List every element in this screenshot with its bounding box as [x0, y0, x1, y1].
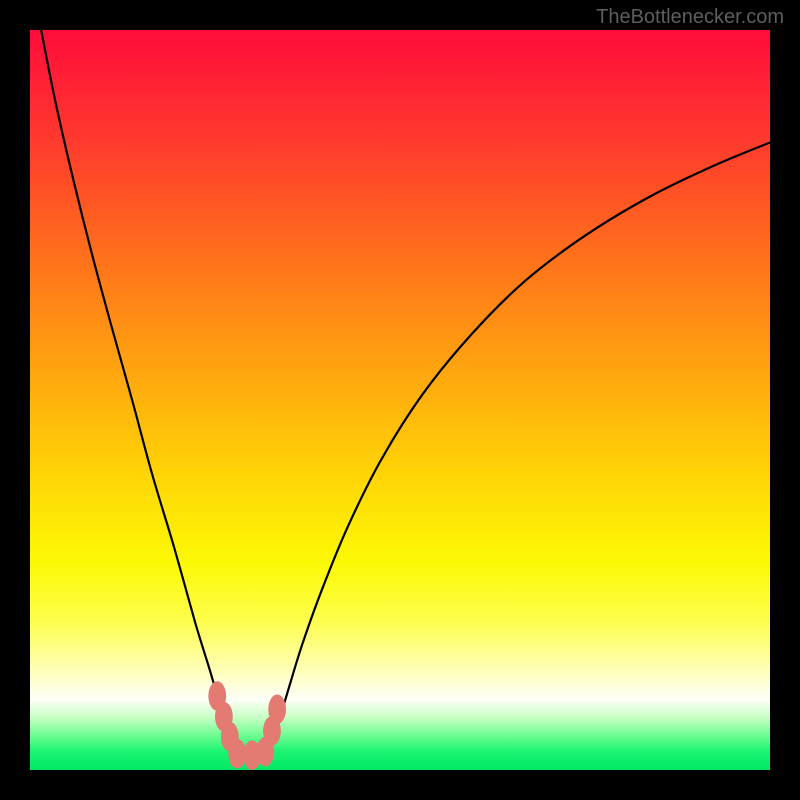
marker-dot: [268, 695, 286, 725]
chart-frame: TheBottlenecker.com: [0, 0, 800, 800]
markers-layer: [30, 30, 770, 770]
watermark-text: TheBottlenecker.com: [596, 6, 784, 29]
plot-area: [30, 30, 770, 770]
